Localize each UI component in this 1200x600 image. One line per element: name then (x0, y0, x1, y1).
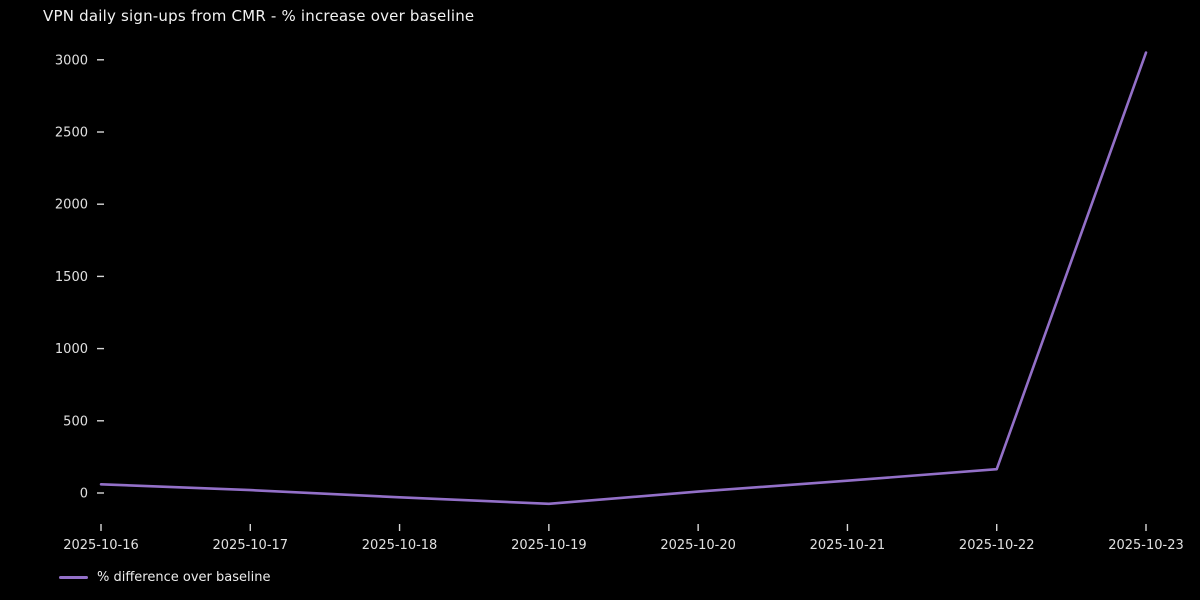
data-line--difference-over-baseline (99, 51, 1148, 506)
legend-line-swatch (59, 576, 88, 579)
y-tick-label: 1500 (55, 270, 88, 285)
x-tick-label: 2025-10-18 (362, 538, 438, 553)
y-tick-label: 3000 (55, 53, 88, 68)
legend-label: % difference over baseline (97, 570, 271, 585)
y-tick-label: 2000 (55, 198, 88, 213)
x-tick-label: 2025-10-17 (213, 538, 289, 553)
y-tick-label: 0 (80, 487, 88, 502)
x-tick-label: 2025-10-22 (959, 538, 1035, 553)
x-tick-label: 2025-10-20 (660, 538, 736, 553)
x-tick-label: 2025-10-21 (810, 538, 886, 553)
legend: % difference over baseline (59, 570, 270, 585)
chart-title: VPN daily sign-ups from CMR - % increase… (43, 7, 475, 25)
x-tick-label: 2025-10-23 (1108, 538, 1184, 553)
x-tick-label: 2025-10-19 (511, 538, 587, 553)
y-tick-label: 500 (63, 414, 88, 429)
y-tick-label: 2500 (55, 126, 88, 141)
y-tick-label: 1000 (55, 342, 88, 357)
x-tick-label: 2025-10-16 (63, 538, 139, 553)
